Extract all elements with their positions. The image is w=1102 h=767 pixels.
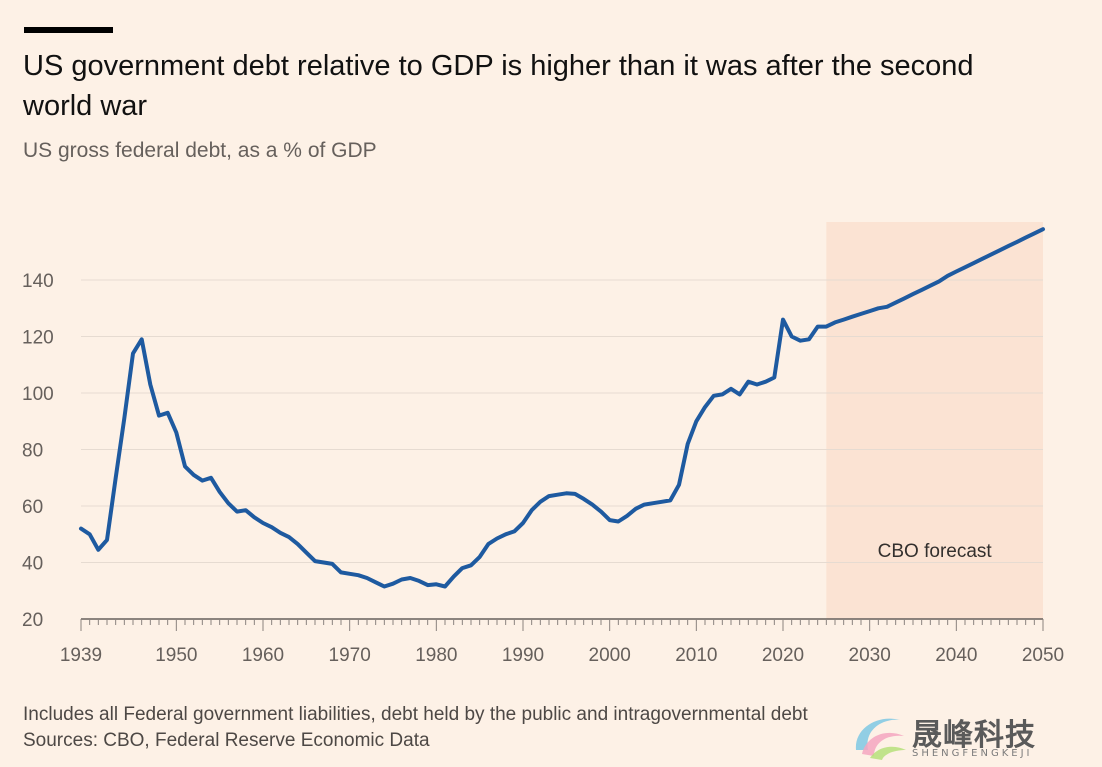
x-tick-label: 1970 bbox=[329, 645, 371, 666]
x-tick-label: 2030 bbox=[849, 645, 891, 666]
x-tick-label: 2050 bbox=[1022, 645, 1064, 666]
x-tick-label: 1950 bbox=[155, 645, 197, 666]
y-tick-label: 80 bbox=[22, 441, 43, 462]
debt-series-line bbox=[79, 227, 1045, 589]
y-tick-label: 140 bbox=[22, 271, 54, 292]
watermark-logo: 晟峰科技 SHENGFENGKEJI bbox=[848, 706, 1058, 762]
x-tick-label: 2020 bbox=[762, 645, 804, 666]
x-tick-label: 2010 bbox=[675, 645, 717, 666]
x-tick-label: 1939 bbox=[60, 645, 102, 666]
y-tick-label: 100 bbox=[22, 384, 54, 405]
x-tick-label: 1980 bbox=[415, 645, 457, 666]
x-tick-label: 1990 bbox=[502, 645, 544, 666]
header-accent-bar bbox=[24, 27, 113, 33]
forecast-label: CBO forecast bbox=[878, 541, 993, 562]
chart-title: US government debt relative to GDP is hi… bbox=[23, 50, 974, 122]
footnote-note: Includes all Federal government liabilit… bbox=[23, 704, 808, 725]
x-tick-label: 1960 bbox=[242, 645, 284, 666]
footnote-sources: Sources: CBO, Federal Reserve Economic D… bbox=[23, 730, 430, 751]
line-chart: 1939 1950 1960 1970 1980 1990 2000 2010 2020 2030… bbox=[22, 222, 1064, 666]
watermark-text: 晟峰科技 bbox=[912, 718, 1036, 753]
y-tick-label: 40 bbox=[22, 554, 43, 575]
watermark-swirl-icon bbox=[855, 718, 906, 760]
chart-footnote: Includes all Federal government liabilit… bbox=[23, 702, 808, 754]
y-tick-label: 20 bbox=[22, 610, 43, 631]
x-tick-label: 2040 bbox=[935, 645, 977, 666]
x-tick-label: 2000 bbox=[589, 645, 631, 666]
y-tick-label: 120 bbox=[22, 328, 54, 349]
y-tick-label: 60 bbox=[22, 497, 43, 518]
forecast-band bbox=[826, 222, 1043, 619]
chart-subtitle: US gross federal debt, as a % of GDP bbox=[23, 139, 377, 162]
watermark-subtext: SHENGFENGKEJI bbox=[912, 748, 1033, 759]
